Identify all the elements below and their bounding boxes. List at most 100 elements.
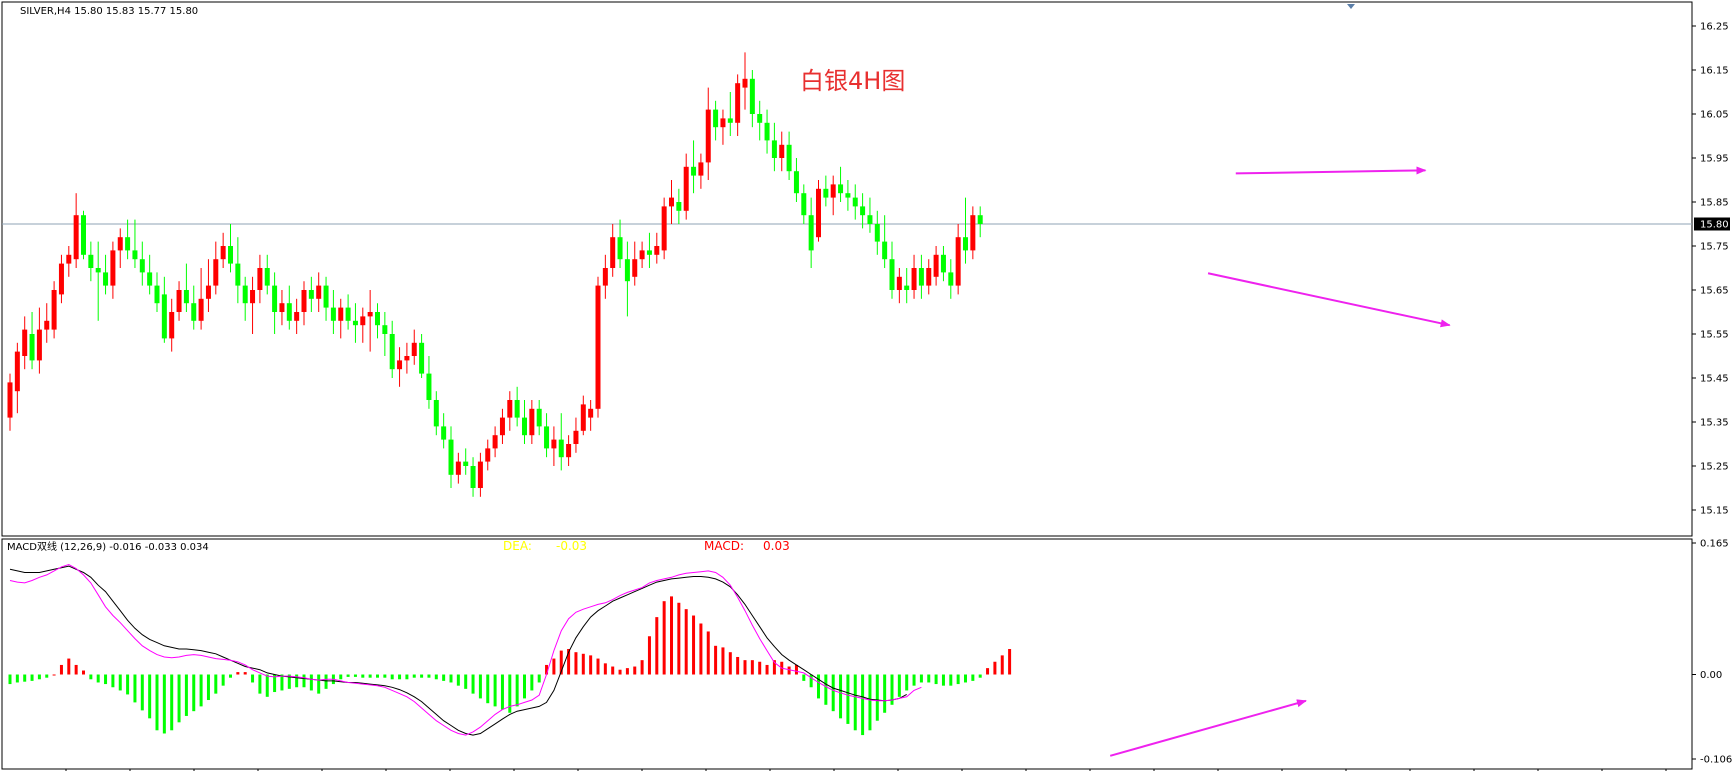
macd-histogram-bar — [728, 652, 732, 675]
macd-histogram-bar — [905, 674, 909, 691]
candle-bull — [485, 448, 491, 462]
macd-histogram-bar — [868, 674, 872, 731]
macd-histogram-bar — [765, 664, 769, 675]
candle-bear — [948, 272, 954, 286]
candle-bull — [360, 316, 366, 326]
macd-histogram-bar — [927, 674, 931, 683]
candle-bull — [176, 290, 182, 312]
scroll-marker-icon[interactable] — [1347, 4, 1355, 9]
macd-histogram-bar — [302, 674, 306, 688]
candle-bull — [573, 430, 579, 444]
macd-histogram — [8, 596, 1012, 736]
macd-histogram-bar — [964, 674, 967, 683]
candle-bull — [36, 329, 42, 361]
candle-bull — [110, 250, 116, 286]
macd-histogram-bar — [831, 674, 835, 712]
candle-bear — [852, 197, 858, 207]
candle-bull — [294, 312, 300, 321]
macd-histogram-bar — [1000, 655, 1004, 675]
price-tick-label: 15.15 — [1700, 506, 1729, 517]
macd-histogram-bar — [802, 674, 806, 681]
price-tick-label: 15.55 — [1700, 330, 1729, 341]
candle-bull — [698, 162, 704, 176]
candle-bear — [617, 237, 623, 260]
candle-bear — [544, 426, 550, 449]
candle-bear — [426, 373, 432, 400]
current-price-line: 15.80 — [2, 217, 1730, 231]
macd-histogram-bar — [192, 674, 196, 712]
macd-histogram-bar — [251, 674, 255, 683]
macd-histogram-bar — [89, 674, 93, 680]
price-axis: 16.25 16.15 16.05 15.95 15.85 15.75 15.65 15.55… — [65, 22, 1729, 771]
candle-bear — [801, 193, 807, 216]
candle-bear — [727, 118, 733, 123]
candle-bear — [977, 215, 983, 224]
price-tick-label: 15.35 — [1700, 418, 1729, 429]
macd-histogram-bar — [412, 674, 416, 678]
macd-histogram-bar — [376, 674, 379, 678]
candle-bear — [470, 466, 476, 488]
candle-bull — [73, 215, 79, 260]
macd-histogram-bar — [809, 674, 813, 688]
macd-histogram-bar — [861, 674, 865, 736]
macd-histogram-bar — [890, 674, 894, 705]
candle-bull — [955, 237, 961, 286]
macd-histogram-bar — [449, 674, 453, 683]
candle-bull — [477, 461, 483, 488]
macd-indicator-title: MACD双线 (12,26,9) -0.016 -0.033 0.034 — [7, 540, 209, 553]
macd-histogram-bar — [736, 656, 740, 675]
macd-histogram-bar — [52, 674, 56, 676]
candle-bull — [896, 276, 902, 290]
macd-histogram-bar — [1008, 649, 1012, 675]
price-tick-label: 16.15 — [1700, 66, 1729, 77]
trendline-arrow — [1235, 166, 1427, 175]
candle-bear — [448, 439, 454, 475]
macd-histogram-bar — [699, 623, 703, 675]
candle-bear — [264, 268, 270, 286]
macd-histogram-bar — [559, 650, 563, 675]
candle-bear — [139, 259, 145, 273]
macd-histogram-bar — [133, 674, 137, 703]
candle-bull — [602, 268, 608, 286]
current-price-badge — [1694, 217, 1730, 231]
macd-histogram-bar — [214, 674, 218, 694]
macd-histogram-bar — [772, 660, 776, 675]
candle-bull — [338, 307, 344, 321]
macd-histogram-bar — [82, 670, 85, 675]
macd-divergence-arrow — [1109, 699, 1307, 757]
macd-histogram-bar — [714, 645, 718, 675]
candle-bull — [926, 268, 932, 286]
macd-histogram-bar — [750, 660, 754, 675]
candle-bear — [235, 263, 241, 286]
macd-histogram-bar — [625, 668, 629, 675]
candle-bull — [669, 197, 674, 207]
candle-bear — [749, 78, 755, 114]
macd-histogram-bar — [545, 664, 549, 675]
candle-bear — [441, 426, 447, 440]
candle-bear — [29, 334, 35, 361]
macd-histogram-bar — [405, 674, 409, 680]
macd-histogram-bar — [883, 674, 887, 713]
candle-bear — [676, 202, 682, 211]
candle-bull — [404, 356, 410, 361]
macd-histogram-bar — [846, 674, 850, 724]
candle-bear — [161, 294, 167, 339]
candle-bull — [455, 461, 461, 475]
candle-bear — [375, 312, 380, 326]
macd-histogram-bar — [295, 674, 299, 688]
macd-histogram-bar — [383, 674, 387, 678]
macd-histogram-bar — [140, 674, 144, 711]
candle-bull — [639, 250, 645, 260]
candle-bear — [463, 461, 469, 466]
candle-bull — [661, 206, 667, 251]
candle-bear — [419, 342, 425, 374]
macd-histogram-bar — [530, 674, 534, 691]
candle-bear — [132, 250, 138, 260]
candle-bull — [411, 342, 417, 356]
macd-histogram-bar — [236, 672, 240, 675]
macd-histogram-bar — [603, 663, 607, 675]
macd-tick-label: 0.00 — [1700, 670, 1722, 681]
candle-bear — [764, 122, 770, 141]
